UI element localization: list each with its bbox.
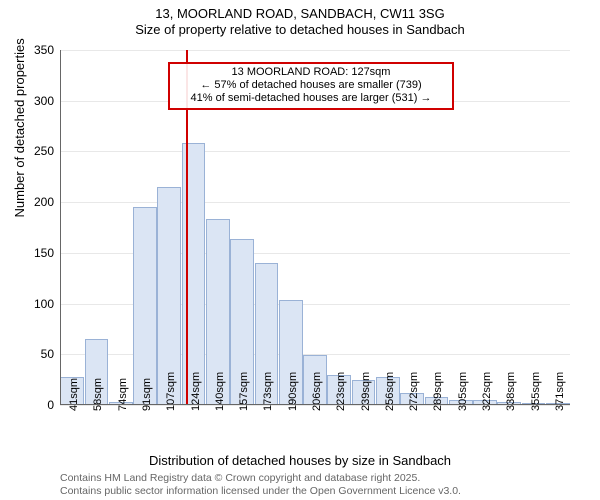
- xtick-label: 371sqm: [554, 372, 566, 411]
- xtick-label: 239sqm: [360, 372, 372, 411]
- gridline: [60, 50, 570, 51]
- annotation-line: 41% of semi-detached houses are larger (…: [176, 92, 446, 105]
- xtick-label: 140sqm: [214, 372, 226, 411]
- gridline: [60, 151, 570, 152]
- footer-line1: Contains HM Land Registry data © Crown c…: [60, 472, 461, 485]
- xtick-label: 124sqm: [190, 372, 202, 411]
- annotation-line: 13 MOORLAND ROAD: 127sqm: [176, 66, 446, 79]
- x-axis-title: Distribution of detached houses by size …: [0, 453, 600, 468]
- xtick-label: 157sqm: [238, 372, 250, 411]
- xtick-label: 173sqm: [262, 372, 274, 411]
- xtick-label: 305sqm: [457, 372, 469, 411]
- bar: [133, 207, 157, 405]
- ytick-label: 250: [34, 144, 60, 158]
- chart-title-line2: Size of property relative to detached ho…: [0, 22, 600, 38]
- xtick-label: 256sqm: [384, 372, 396, 411]
- xtick-label: 322sqm: [481, 372, 493, 411]
- ytick-label: 300: [34, 94, 60, 108]
- xtick-label: 74sqm: [117, 378, 129, 411]
- xtick-label: 206sqm: [311, 372, 323, 411]
- xtick-label: 41sqm: [68, 378, 80, 411]
- xtick-label: 338sqm: [505, 372, 517, 411]
- footer-line2: Contains public sector information licen…: [60, 485, 461, 498]
- xtick-label: 272sqm: [408, 372, 420, 411]
- annotation-line: ← 57% of detached houses are smaller (73…: [176, 79, 446, 92]
- ytick-label: 350: [34, 43, 60, 57]
- footer-attribution: Contains HM Land Registry data © Crown c…: [60, 472, 461, 498]
- xtick-label: 355sqm: [530, 372, 542, 411]
- y-axis-title: Number of detached properties: [12, 38, 27, 217]
- xtick-label: 107sqm: [165, 372, 177, 411]
- ytick-label: 200: [34, 195, 60, 209]
- gridline: [60, 202, 570, 203]
- annotation-box: 13 MOORLAND ROAD: 127sqm← 57% of detache…: [168, 62, 454, 110]
- ytick-label: 150: [34, 246, 60, 260]
- ytick-label: 100: [34, 297, 60, 311]
- ytick-label: 50: [41, 347, 60, 361]
- xtick-label: 58sqm: [92, 378, 104, 411]
- chart-plot-area: 05010015020025030035041sqm58sqm74sqm91sq…: [60, 50, 570, 405]
- xtick-label: 190sqm: [287, 372, 299, 411]
- chart-title-block: 13, MOORLAND ROAD, SANDBACH, CW11 3SG Si…: [0, 0, 600, 37]
- xtick-label: 91sqm: [141, 378, 153, 411]
- xtick-label: 289sqm: [432, 372, 444, 411]
- chart-title-line1: 13, MOORLAND ROAD, SANDBACH, CW11 3SG: [0, 6, 600, 22]
- xtick-label: 223sqm: [335, 372, 347, 411]
- ytick-label: 0: [47, 398, 60, 412]
